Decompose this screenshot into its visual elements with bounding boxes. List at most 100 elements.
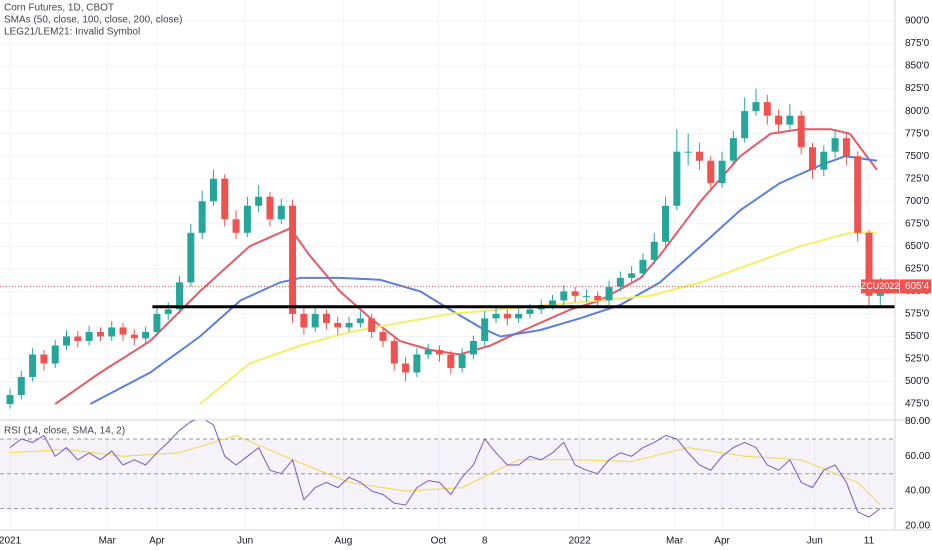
time-tick-label: 2021	[0, 536, 22, 547]
rsi-pane	[0, 420, 895, 518]
price-tick-label: 725'0	[905, 173, 930, 184]
candle-body	[311, 313, 319, 328]
symbol-label: ZCU2022	[861, 281, 900, 291]
candle-body	[198, 201, 206, 233]
candle-body	[639, 259, 647, 274]
price-tick-label: 825'0	[905, 83, 930, 94]
candle-body	[243, 205, 251, 233]
candle-body	[300, 313, 308, 328]
candle-body	[786, 115, 794, 125]
candle-body	[29, 354, 37, 378]
last-price-tag	[900, 279, 931, 294]
grid	[0, 0, 895, 530]
candle-body	[74, 336, 82, 341]
time-tick-label: Mar	[99, 536, 117, 547]
rsi-tick-label: 80.00	[905, 416, 930, 427]
candle-body	[51, 345, 59, 364]
candle-body	[515, 313, 523, 319]
candle-body	[379, 331, 387, 341]
candle-body	[458, 354, 466, 368]
candle-body	[413, 354, 421, 373]
price-tick-label: 850'0	[905, 61, 930, 72]
candle-body	[854, 156, 862, 233]
sma-line	[89, 155, 878, 405]
price-tick-label: 675'0	[905, 218, 930, 229]
time-tick-label: 2022	[569, 536, 592, 547]
candle-body	[695, 151, 703, 161]
candle-body	[424, 349, 432, 355]
candle-body	[741, 111, 749, 139]
candle-body	[718, 160, 726, 184]
candle-body	[820, 151, 828, 170]
candle-body	[808, 147, 816, 170]
candle-body	[481, 318, 489, 341]
candle-body	[797, 115, 805, 148]
price-tick-label: 625'0	[905, 263, 930, 274]
price-tick-label: 500'0	[905, 376, 930, 387]
candle-body	[266, 196, 274, 220]
candle-body	[605, 286, 613, 301]
candle-body	[368, 318, 376, 332]
sma-line	[54, 128, 878, 405]
price-tick-label: 525'0	[905, 354, 930, 365]
candle-body	[571, 291, 579, 296]
candle-body	[164, 309, 172, 314]
time-tick-label: Mar	[666, 536, 684, 547]
symbol-tag	[861, 279, 899, 294]
candle-body	[594, 295, 602, 301]
price-tick-label: 875'0	[905, 38, 930, 49]
price-tick-label: 750'0	[905, 151, 930, 162]
time-tick-label: Apr	[149, 536, 165, 547]
candle-body	[6, 395, 14, 405]
time-tick-label: Jun	[237, 536, 253, 547]
candle-body	[221, 178, 229, 220]
candle-body	[549, 300, 557, 305]
candle-body	[707, 160, 715, 184]
rsi-line	[9, 420, 881, 518]
candle-body	[650, 241, 658, 260]
candle-body	[322, 313, 330, 323]
time-tick-label: Aug	[335, 536, 353, 547]
rsi-tick-label: 40.00	[905, 486, 930, 497]
candle-body	[153, 313, 161, 332]
time-tick-label: 8	[482, 536, 488, 547]
time-tick-label: 11	[864, 536, 875, 547]
candle-body	[119, 327, 127, 335]
candle-body	[628, 273, 636, 278]
candle-body	[356, 318, 364, 323]
last-price-label: 605'4	[905, 281, 930, 292]
chart-title: Corn Futures, 1D, CBOT	[4, 3, 114, 14]
candle-body	[469, 340, 477, 355]
price-tick-label: 650'0	[905, 241, 930, 252]
candle-body	[40, 354, 48, 364]
candle-body	[865, 232, 873, 296]
price-tick-label: 900'0	[905, 16, 930, 27]
candle-body	[187, 232, 195, 283]
candle-body	[492, 313, 500, 319]
time-tick-label: Oct	[431, 536, 447, 547]
candle-body	[503, 313, 511, 319]
candle-body	[436, 349, 444, 355]
symbol-note: LEG21/LEM21: Invalid Symbol	[4, 27, 140, 38]
rsi-title: RSI (14, close, SMA, 14, 2)	[4, 426, 125, 437]
candle-body	[63, 336, 71, 346]
candle-body	[582, 295, 590, 297]
candle-body	[616, 277, 624, 287]
candle-body	[255, 196, 263, 206]
candle-body	[96, 331, 104, 337]
price-tick-label: 575'0	[905, 309, 930, 320]
candle-body	[763, 102, 771, 116]
candle-body	[752, 102, 760, 112]
candle-body	[684, 151, 692, 153]
candle-body	[729, 138, 737, 161]
price-tick-label: 800'0	[905, 106, 930, 117]
candle-body	[526, 309, 534, 314]
candle-body	[390, 340, 398, 364]
price-pane	[0, 88, 895, 409]
candle-body	[447, 354, 455, 368]
price-tick-label: 700'0	[905, 196, 930, 207]
sma-legend: SMAs (50, close, 100, close, 200, close)	[4, 15, 182, 26]
candle-body	[775, 115, 783, 125]
candle-body	[831, 138, 839, 152]
